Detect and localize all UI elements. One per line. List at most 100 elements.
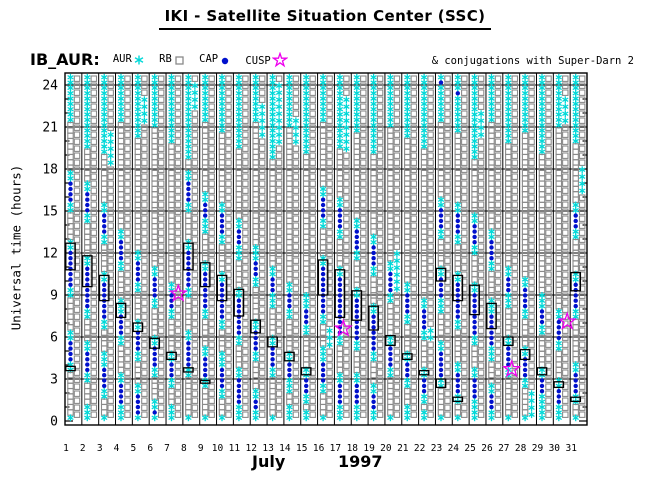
day-column-15: [300, 73, 316, 422]
y-tick-label: 6: [50, 331, 58, 346]
day-label: 17: [330, 443, 341, 454]
page-title-text: IKI - Satellite Situation Center (SSC): [158, 7, 492, 30]
day-label: 23: [431, 443, 442, 454]
day-label: 28: [515, 443, 527, 454]
day-column-3: [98, 73, 115, 422]
conjunction-box: [401, 353, 413, 361]
day-column-20: [385, 73, 401, 422]
day-label: 8: [181, 443, 187, 454]
conjunction-box: [469, 284, 480, 316]
conjunction-box: [284, 351, 295, 362]
day-column-18: [351, 73, 367, 422]
conjunction-box: [132, 322, 144, 333]
day-label: 4: [114, 443, 120, 454]
conjunction-box: [149, 337, 161, 349]
legend-item-aur: AUR: [113, 53, 151, 65]
day-label: 22: [414, 443, 425, 454]
day-column-11: [233, 73, 249, 422]
conjunction-box: [570, 396, 582, 403]
day-label: 12: [245, 443, 256, 454]
conjunction-box: [183, 367, 194, 373]
y-tick-label: 18: [42, 163, 58, 178]
conjunction-box: [502, 336, 514, 347]
day-column-5: [132, 73, 148, 422]
filled-circle-icon: [221, 57, 229, 65]
legend-aur-label: AUR: [113, 53, 132, 65]
conjunction-box: [385, 334, 396, 347]
y-tick-label: 3: [50, 373, 58, 388]
conjunction-box: [452, 274, 464, 302]
day-column-24: [452, 73, 468, 422]
day-column-10: [216, 73, 232, 422]
day-label: 27: [498, 443, 509, 454]
conjunction-box: [65, 242, 76, 271]
day-column-23: [435, 73, 451, 422]
day-label: 5: [131, 443, 137, 454]
day-label: 2: [80, 443, 86, 454]
day-label: 18: [347, 443, 359, 454]
legend-item-cusp: CUSP: [245, 50, 289, 67]
conjunction-box: [435, 378, 447, 389]
day-column-29: [536, 73, 552, 422]
day-column-17: [334, 73, 350, 422]
conjunction-box: [250, 319, 262, 334]
day-label: 19: [363, 443, 375, 454]
day-label: 3: [97, 443, 103, 454]
conjunction-box: [486, 302, 497, 330]
legend-item-rb: RB: [159, 53, 191, 65]
y-tick-label: 15: [42, 205, 58, 220]
day-column-8: [183, 73, 199, 422]
day-label: 1: [63, 443, 69, 454]
day-column-7: [166, 73, 182, 422]
dataset-label: IB_AUR:: [30, 50, 100, 69]
conjugations-note: & conjugations with Super-Darn 2: [432, 55, 634, 67]
conjunction-box: [98, 274, 110, 302]
conjunction-box: [452, 396, 464, 403]
conjunction-box: [233, 288, 245, 317]
day-column-13: [267, 73, 283, 422]
conjunction-box: [536, 367, 548, 376]
day-column-14: [284, 73, 300, 422]
conjunction-box: [334, 269, 346, 319]
day-label: 13: [262, 443, 273, 454]
day-column-1: [65, 73, 81, 422]
day-label: 9: [198, 443, 204, 454]
day-label: 16: [313, 443, 325, 454]
day-column-19: [368, 73, 384, 422]
day-label: 14: [279, 443, 291, 454]
day-label: 20: [380, 443, 392, 454]
y-tick-label: 24: [42, 79, 58, 94]
day-label: 31: [565, 443, 577, 454]
day-label: 6: [147, 443, 153, 454]
y-tick-label: 0: [50, 415, 58, 430]
x-axis-year-label: 1997: [338, 452, 383, 471]
day-column-30: [553, 73, 569, 422]
legend-rb-label: RB: [159, 53, 172, 65]
day-label: 15: [296, 443, 307, 454]
day-label: 25: [464, 443, 475, 454]
conjunction-box: [570, 271, 582, 292]
legend-cusp-label: CUSP: [245, 55, 270, 67]
legend-cap-label: CAP: [199, 53, 218, 65]
conjunction-box: [317, 259, 329, 296]
conjunction-box: [115, 302, 127, 319]
conjunction-box: [300, 367, 312, 376]
conjunction-box: [553, 381, 565, 389]
day-label: 24: [448, 443, 460, 454]
day-column-4: [115, 73, 131, 422]
conjunction-box: [166, 351, 177, 361]
conjunction-box: [519, 348, 531, 361]
x-axis-month-label: July: [252, 452, 285, 471]
day-column-27: [502, 73, 519, 422]
day-label: 29: [532, 443, 544, 454]
day-column-21: [401, 73, 418, 422]
day-column-16: [317, 73, 334, 422]
y-tick-label: 21: [42, 121, 58, 136]
day-column-12: [250, 73, 266, 422]
open-square-icon: [175, 56, 184, 65]
y-tick-label: 9: [50, 289, 58, 304]
day-column-31: [570, 73, 586, 422]
day-column-26: [486, 73, 502, 422]
